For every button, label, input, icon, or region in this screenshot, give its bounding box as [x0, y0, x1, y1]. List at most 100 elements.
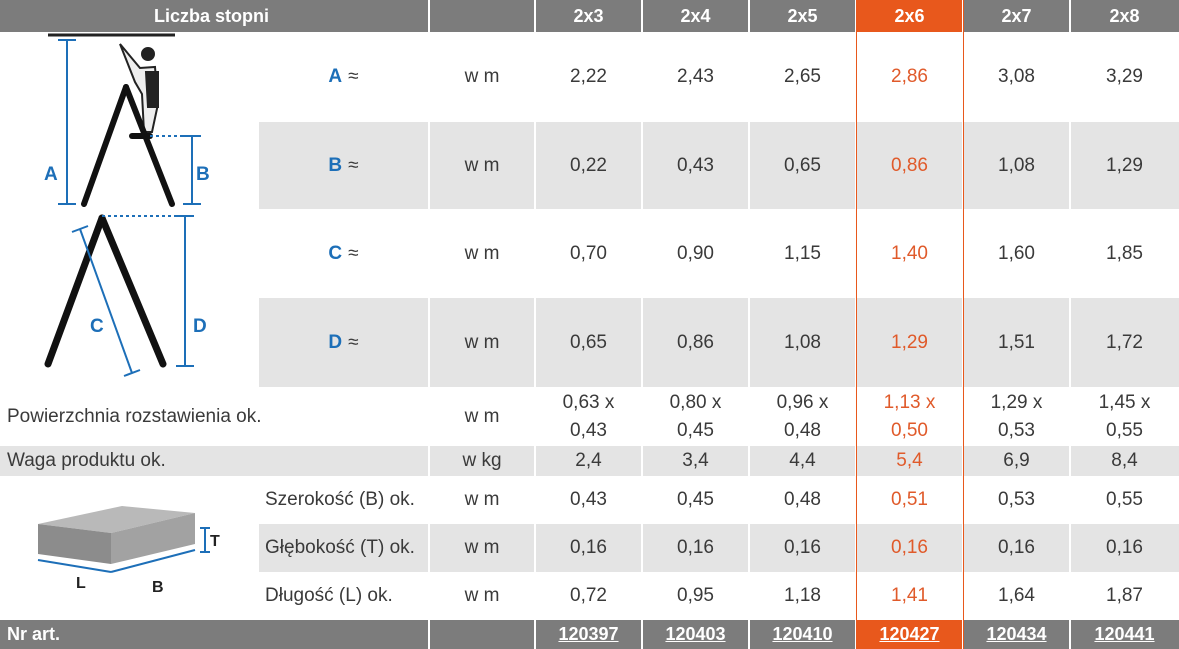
size-header-label: 2x4 — [680, 5, 711, 26]
package-label: Głębokość (T) ok. — [265, 537, 415, 558]
value-text: 4,4 — [789, 450, 816, 471]
package-value-cell: 0,16 — [1070, 524, 1179, 572]
value-cell: 0,65 — [749, 122, 856, 209]
package-value-cell: 0,16 — [642, 524, 749, 572]
value-text: 0,48 — [784, 489, 821, 510]
value-text: 0,16 — [1106, 537, 1143, 558]
dim-letter: A — [328, 66, 343, 87]
footprint-value-line1: 0,96 x — [776, 391, 829, 413]
article-number-cell: 120434 — [963, 620, 1070, 649]
ladder-dimension-diagram: A B C D — [44, 33, 210, 377]
value-cell: 0,43 — [642, 122, 749, 209]
value-cell: 0,90 — [642, 209, 749, 298]
value-text: 0,51 — [891, 489, 928, 510]
article-number-cell: 120410 — [749, 620, 856, 649]
dim-label-A: A ≈ — [258, 32, 429, 122]
footprint-value-line2: 0,53 — [998, 419, 1035, 441]
package-label-cell: Długość (L) ok. — [258, 572, 429, 620]
value-text: 0,65 — [784, 154, 821, 176]
column-divider — [962, 0, 964, 649]
article-number-link[interactable]: 120410 — [772, 624, 833, 644]
package-label: Długość (L) ok. — [265, 585, 393, 606]
size-header-label: 2x5 — [787, 5, 818, 26]
value-cell: 1,51 — [963, 298, 1070, 387]
value-cell: 3,29 — [1070, 32, 1179, 122]
package-label: Szerokość (B) ok. — [265, 489, 415, 510]
column-divider — [855, 0, 857, 649]
value-text: 0,22 — [570, 154, 607, 176]
article-number-link[interactable]: 120441 — [1094, 624, 1155, 644]
label-A: A — [44, 164, 58, 185]
package-value-cell: 0,48 — [749, 476, 856, 524]
unit-cell: w m — [429, 476, 535, 524]
footprint-label-cell: Powierzchnia rozstawienia ok. — [0, 387, 429, 446]
dim-letter: B — [328, 154, 343, 176]
package-value-cell: 1,64 — [963, 572, 1070, 620]
size-header-2x3[interactable]: 2x3 — [535, 0, 642, 32]
dim-label-B: B ≈ — [258, 122, 429, 209]
size-header-2x5[interactable]: 2x5 — [749, 0, 856, 32]
value-text: 2,65 — [784, 66, 821, 87]
article-label-cell: Nr art. — [0, 620, 429, 649]
value-text: 1,72 — [1106, 331, 1143, 353]
label-D: D — [193, 316, 207, 337]
package-dimension-diagram: T L B — [37, 506, 220, 596]
value-cell: 1,15 — [749, 209, 856, 298]
package-value-cell: 0,43 — [535, 476, 642, 524]
size-header-2x7[interactable]: 2x7 — [963, 0, 1070, 32]
ladder-lower — [44, 214, 167, 368]
unit-text: w m — [464, 331, 500, 353]
label-C: C — [90, 316, 104, 337]
header-title: Liczba stopni — [154, 5, 270, 26]
footprint-value-line1: 0,63 x — [562, 391, 615, 413]
package-diagram: T L B — [0, 476, 258, 620]
article-number-cell: 120397 — [535, 620, 642, 649]
value-text: 0,16 — [784, 537, 821, 558]
size-header-label: 2x6 — [894, 5, 925, 26]
dim-letter: C — [328, 242, 343, 264]
value-text: 0,90 — [677, 242, 714, 264]
value-text: 0,43 — [677, 154, 714, 176]
value-cell: 0,86 — [642, 298, 749, 387]
value-text: 1,08 — [784, 331, 821, 353]
size-header-2x8[interactable]: 2x8 — [1070, 0, 1179, 32]
value-cell: 1,72 — [1070, 298, 1179, 387]
footprint-value-cell: 0,96 x 0,48 — [749, 387, 856, 446]
footprint-value-line1: 1,13 x — [883, 391, 936, 413]
package-value-cell: 0,55 — [1070, 476, 1179, 524]
value-cell: 1,29 — [1070, 122, 1179, 209]
unit-cell: w m — [429, 122, 535, 209]
footprint-value-cell: 1,13 x 0,50 — [856, 387, 963, 446]
label-B: B — [196, 164, 210, 185]
value-text: 1,29 — [1106, 154, 1143, 176]
column-divider — [428, 0, 430, 649]
value-cell: 0,65 — [535, 298, 642, 387]
size-header-2x4[interactable]: 2x4 — [642, 0, 749, 32]
value-cell: 0,70 — [535, 209, 642, 298]
weight-value-cell: 8,4 — [1070, 446, 1179, 476]
footprint-value-cell: 0,80 x 0,45 — [642, 387, 749, 446]
value-text: 2,22 — [570, 66, 607, 87]
article-number-link[interactable]: 120397 — [558, 624, 619, 644]
footprint-value-line1: 1,29 x — [990, 391, 1043, 413]
article-number-link[interactable]: 120427 — [879, 624, 940, 644]
size-header-2x6[interactable]: 2x6 — [856, 0, 963, 32]
article-number-link[interactable]: 120434 — [986, 624, 1047, 644]
value-text: 0,86 — [891, 154, 928, 176]
value-text: 0,65 — [570, 331, 607, 353]
unit-cell: w m — [429, 209, 535, 298]
value-cell: 2,65 — [749, 32, 856, 122]
unit-text: w m — [464, 585, 500, 606]
column-divider — [257, 476, 259, 620]
value-cell: 2,86 — [856, 32, 963, 122]
unit-text: w m — [464, 66, 500, 87]
column-divider — [534, 0, 536, 649]
package-value-cell: 0,53 — [963, 476, 1070, 524]
value-cell: 2,22 — [535, 32, 642, 122]
article-number-link[interactable]: 120403 — [665, 624, 726, 644]
value-cell: 1,40 — [856, 209, 963, 298]
value-text: 0,53 — [998, 489, 1035, 510]
footprint-value-cell: 0,63 x 0,43 — [535, 387, 642, 446]
ladder-upper — [81, 84, 175, 207]
unit-text: w m — [464, 489, 500, 510]
